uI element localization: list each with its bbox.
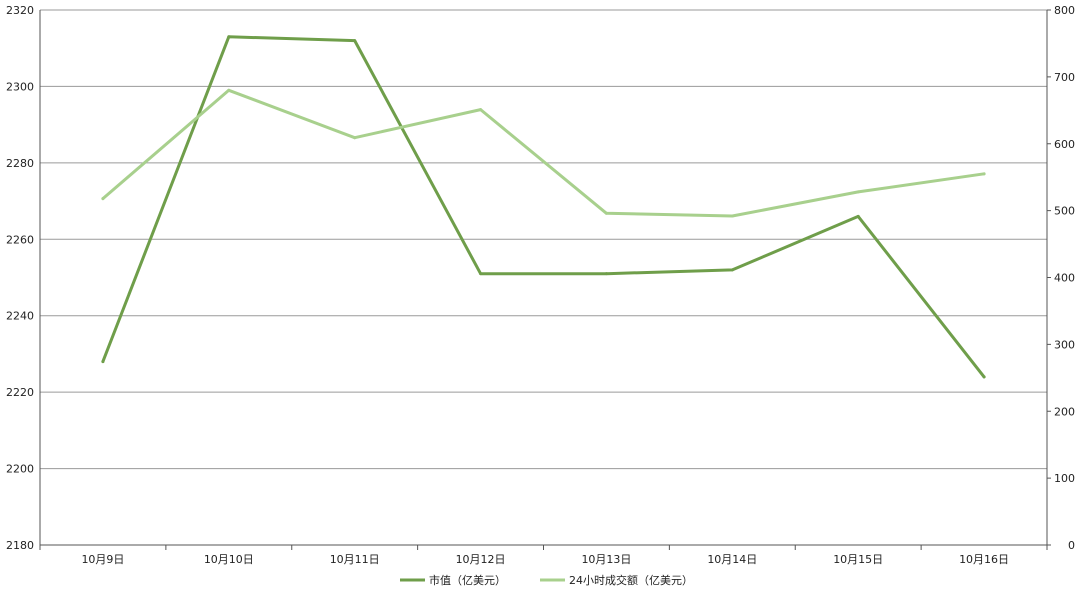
data-point — [856, 190, 860, 194]
axes — [39, 10, 1048, 546]
data-point — [730, 214, 734, 218]
data-point — [227, 35, 231, 39]
left-tick-label: 2320 — [6, 4, 34, 17]
right-tick-label: 0 — [1068, 539, 1075, 552]
data-point — [982, 375, 986, 379]
data-point — [604, 272, 608, 276]
data-point — [604, 211, 608, 215]
x-tick-label: 10月12日 — [456, 553, 506, 566]
right-tick-label: 800 — [1054, 4, 1075, 17]
x-tick-label: 10月10日 — [204, 553, 254, 566]
x-tick-label: 10月15日 — [833, 553, 883, 566]
data-point — [479, 108, 483, 112]
x-tick-label: 10月13日 — [581, 553, 631, 566]
data-point — [101, 360, 105, 364]
right-tick-label: 700 — [1054, 71, 1075, 84]
data-point — [353, 39, 357, 43]
data-point — [227, 88, 231, 92]
data-point — [856, 214, 860, 218]
x-tick-label: 10月16日 — [959, 553, 1009, 566]
legend: 市值（亿美元） 24小时成交额（亿美元） — [400, 573, 693, 587]
data-point — [730, 268, 734, 272]
left-tick-label: 2260 — [6, 233, 34, 246]
legend-label: 市值（亿美元） — [429, 573, 506, 587]
data-point — [101, 197, 105, 201]
left-tick-label: 2180 — [6, 539, 34, 552]
right-tick-label: 100 — [1054, 472, 1075, 485]
gridlines — [40, 9, 1047, 470]
x-tick-label: 10月9日 — [81, 553, 124, 566]
right-tick-label: 300 — [1054, 338, 1075, 351]
left-tick-label: 2240 — [6, 310, 34, 323]
data-point — [353, 136, 357, 140]
right-tick-label: 600 — [1054, 138, 1075, 151]
series-lines — [101, 35, 986, 379]
legend-label: 24小时成交额（亿美元） — [569, 573, 693, 587]
x-axis-ticks: 10月9日 10月10日 10月11日 10月12日 10月13日 10月14日 10月15… — [39, 545, 1048, 566]
left-tick-label: 2200 — [6, 463, 34, 476]
left-tick-label: 2300 — [6, 80, 34, 93]
left-tick-label: 2280 — [6, 157, 34, 170]
right-axis-ticks: 0 100 200 300 400 500 600 700 800 — [1047, 4, 1075, 552]
x-tick-label: 10月14日 — [707, 553, 757, 566]
left-tick-label: 2220 — [6, 386, 34, 399]
right-tick-label: 500 — [1054, 205, 1075, 218]
x-tick-label: 10月11日 — [330, 553, 380, 566]
series-line-0 — [101, 35, 986, 379]
series-line-1 — [101, 88, 986, 218]
data-point — [982, 172, 986, 176]
data-point — [479, 272, 483, 276]
right-tick-label: 200 — [1054, 405, 1075, 418]
left-axis-ticks: 2180 2200 2220 2240 2260 2280 2300 2320 — [6, 4, 34, 552]
right-tick-label: 400 — [1054, 272, 1075, 285]
